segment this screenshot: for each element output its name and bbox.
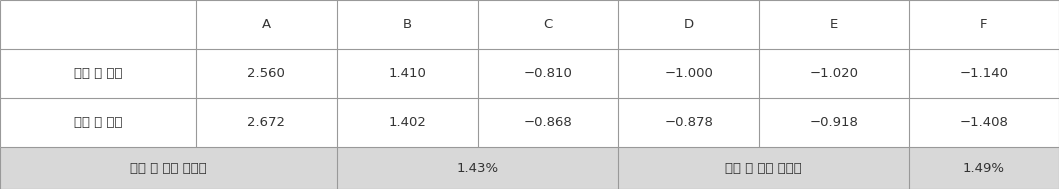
Text: 2.672: 2.672 — [248, 116, 285, 129]
Bar — [0, 147, 1059, 189]
Text: −1.020: −1.020 — [809, 67, 859, 80]
Text: 1.410: 1.410 — [389, 67, 426, 80]
Text: C: C — [543, 18, 553, 31]
Text: D: D — [684, 18, 694, 31]
Text: 1.402: 1.402 — [389, 116, 426, 129]
Text: E: E — [830, 18, 838, 31]
Text: −1.408: −1.408 — [959, 116, 1008, 129]
Text: −1.140: −1.140 — [959, 67, 1008, 80]
Text: 2.560: 2.560 — [248, 67, 285, 80]
Text: 1.43%: 1.43% — [456, 162, 499, 175]
Text: 시험 후 저항 균일도: 시험 후 저항 균일도 — [725, 162, 802, 175]
Text: −0.878: −0.878 — [664, 116, 714, 129]
Text: 시험 전 저항 균일도: 시험 전 저항 균일도 — [130, 162, 207, 175]
Text: −0.810: −0.810 — [523, 67, 573, 80]
Bar — [0, 0, 1059, 49]
Text: −0.918: −0.918 — [809, 116, 859, 129]
Text: A: A — [262, 18, 271, 31]
Text: B: B — [402, 18, 412, 31]
Bar — [0, 49, 1059, 98]
Text: −1.000: −1.000 — [664, 67, 714, 80]
Text: F: F — [980, 18, 988, 31]
Bar — [0, 98, 1059, 147]
Text: 시험 전 편차: 시험 전 편차 — [74, 67, 122, 80]
Text: 1.49%: 1.49% — [963, 162, 1005, 175]
Text: 시험 후 편차: 시험 후 편차 — [74, 116, 122, 129]
Text: −0.868: −0.868 — [523, 116, 573, 129]
